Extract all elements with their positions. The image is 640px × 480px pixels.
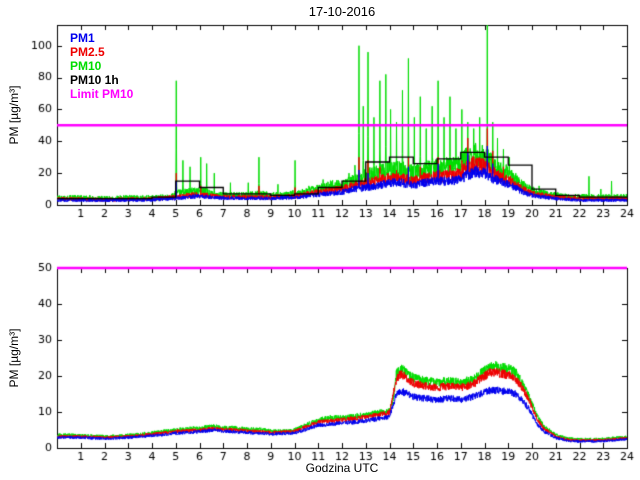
- legend-item-limit-pm10: Limit PM10: [70, 87, 134, 101]
- legend-item-pm10: PM10: [70, 59, 102, 73]
- legend-item-pm25: PM2.5: [70, 45, 105, 59]
- legend: PM1 PM2.5 PM10 PM10 1h Limit PM10: [70, 31, 133, 101]
- y-axis-label-bottom: PM [µg/m³]: [7, 328, 21, 388]
- legend-item-pm1: PM1: [70, 31, 95, 45]
- legend-item-pm10-1h: PM10 1h: [70, 73, 119, 87]
- y-axis-label-top: PM [µg/m³]: [7, 85, 21, 145]
- x-axis-label: Godzina UTC: [305, 461, 379, 475]
- chart-title: 17-10-2016: [308, 4, 376, 19]
